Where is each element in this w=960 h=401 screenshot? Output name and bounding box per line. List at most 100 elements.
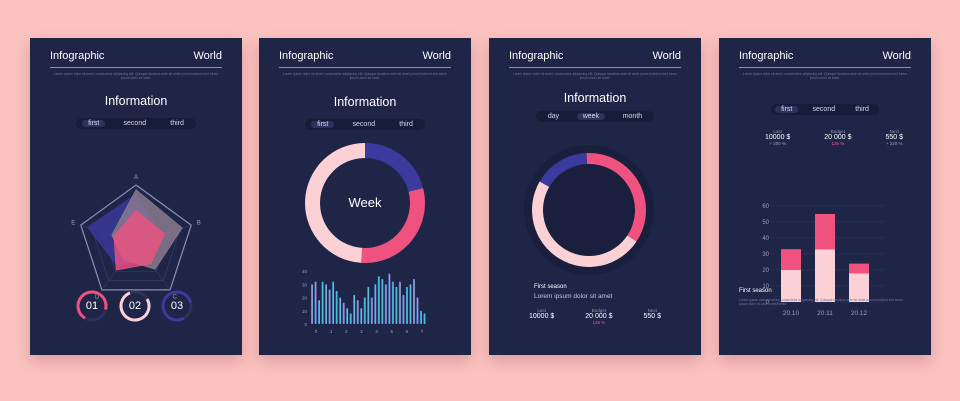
histogram-bar <box>381 278 384 324</box>
histogram-bar <box>374 284 377 324</box>
histogram-bar <box>346 308 349 324</box>
tab-third[interactable]: third <box>170 120 184 127</box>
histogram-bar <box>384 284 387 324</box>
card-description: Lorem ipsum dolor sit amet, consectetur … <box>512 72 678 81</box>
stat-value: 20 000 $ <box>585 313 613 320</box>
tab-first[interactable]: first <box>82 120 106 127</box>
information-title: Information <box>104 94 168 108</box>
y-tick-label: 0 <box>304 322 307 327</box>
stat-next: Next 550 $ <box>643 308 661 325</box>
x-tick-label: 0 <box>315 329 318 334</box>
x-category-label: 20.11 <box>817 310 833 317</box>
histogram-bar <box>423 313 426 324</box>
histogram-bar <box>321 281 324 324</box>
y-tick-label: 40 <box>762 236 769 242</box>
season-title: First season <box>534 284 567 290</box>
donut-slice-3 <box>532 181 637 267</box>
x-tick-label: 7 <box>421 329 424 334</box>
histogram-bar <box>367 286 370 324</box>
card-title-right: World <box>882 50 911 62</box>
ring-progress-2 <box>119 290 151 322</box>
bar-segment <box>849 263 869 274</box>
card-description: Lorem ipsum dolor sit amet, consectetur … <box>742 72 908 81</box>
ring-progress-3 <box>161 290 193 322</box>
stacked-bar-chart: 60 50 40 30 20 10 0 20.10 20.11 20.12 <box>762 204 885 317</box>
histogram-bars <box>311 273 426 324</box>
tab-first[interactable]: first <box>311 121 335 128</box>
bar-segment <box>849 273 869 302</box>
histogram-bar <box>314 281 317 324</box>
histogram-bar <box>318 300 320 324</box>
tab-second[interactable]: second <box>123 120 147 127</box>
card-title-right: World <box>422 50 451 62</box>
season-description: Lorem ipsum dolor sit amet, consectetur … <box>739 298 904 307</box>
bar-segment <box>781 249 801 270</box>
week-donut-chart: Week <box>305 143 425 263</box>
tab-day[interactable]: day <box>547 113 560 120</box>
donut-shadow <box>524 145 654 275</box>
histogram-chart: 40 30 20 10 0 0 1 2 3 4 5 6 7 <box>302 269 426 334</box>
season-subtitle: Lorem ipsum dolor sit amet <box>534 293 613 300</box>
histogram-bar <box>363 297 366 324</box>
card-description: Lorem ipsum dolor sit amet, consectetur … <box>282 72 448 81</box>
histogram-bar <box>370 297 373 324</box>
card-title-left: Infographic <box>279 50 334 62</box>
stats-row: Last 10000 $ + 200 % Budget 20 000 $ 125… <box>765 129 903 146</box>
histogram-bar <box>412 278 415 324</box>
season-title: First season <box>739 288 772 294</box>
card-title-left: Infographic <box>739 50 794 62</box>
stat-delta: + 200 % <box>769 141 786 146</box>
stat-label: Last <box>773 129 782 134</box>
histogram-bar <box>416 297 419 324</box>
histogram-bar <box>328 289 331 324</box>
stat-value: 550 $ <box>643 313 661 320</box>
radar-series-3 <box>113 210 166 271</box>
histogram-bar <box>335 290 338 324</box>
y-tick-label: 10 <box>302 309 308 314</box>
tab-first[interactable]: first <box>775 106 799 113</box>
stat-delta: 125 % <box>831 141 845 146</box>
tab-second[interactable]: second <box>812 106 836 113</box>
histogram-bar <box>391 281 394 324</box>
header-divider <box>279 67 451 68</box>
y-tick-label: 50 <box>762 220 769 226</box>
card-header: Infographic World <box>279 50 451 62</box>
information-title: Information <box>333 95 397 109</box>
stat-value: 550 $ <box>885 134 903 141</box>
y-tick-label: 20 <box>302 296 308 301</box>
tab-second[interactable]: second <box>352 121 376 128</box>
header-divider <box>739 67 911 68</box>
histogram-bar <box>349 313 352 324</box>
bar-x-labels: 20.10 20.11 20.12 <box>783 310 868 317</box>
card-title-right: World <box>652 50 681 62</box>
circle-label-01: 01 <box>85 300 99 312</box>
histogram-bar <box>356 300 359 324</box>
radar-axis-label: A <box>134 175 138 181</box>
stat-last: Last 10000 $ + 200 % <box>765 129 790 146</box>
donut-slices <box>305 143 425 263</box>
histogram-bar <box>342 302 345 324</box>
ring-progress-1 <box>76 290 108 322</box>
infographic-card-1: Infographic World Lorem ipsum dolor sit … <box>30 38 242 355</box>
histogram-bar <box>409 284 412 324</box>
donut-slice-2 <box>586 152 647 242</box>
x-tick-label: 6 <box>406 329 409 334</box>
tab-third[interactable]: third <box>399 121 413 128</box>
circle-label-03: 03 <box>170 300 184 312</box>
x-tick-label: 4 <box>375 329 378 334</box>
tab-third[interactable]: third <box>855 106 869 113</box>
tab-month[interactable]: month <box>622 113 643 120</box>
x-tick-label: 5 <box>390 329 393 334</box>
y-tick-label: 60 <box>762 204 769 210</box>
y-tick-label: 0 <box>766 300 770 306</box>
stat-next: Next 550 $ + 220 % <box>885 129 903 146</box>
radar-chart: A B C D E <box>71 175 201 300</box>
tab-bar: first second third <box>771 104 879 115</box>
tab-week[interactable]: week <box>576 113 606 120</box>
stat-label: Last <box>537 308 546 313</box>
stat-value: 10000 $ <box>765 134 791 141</box>
card-description: Lorem ipsum dolor sit amet, consectetur … <box>53 72 219 81</box>
card-header: Infographic World <box>509 50 681 62</box>
x-tick-label: 3 <box>360 329 363 334</box>
information-title: Information <box>563 91 627 105</box>
